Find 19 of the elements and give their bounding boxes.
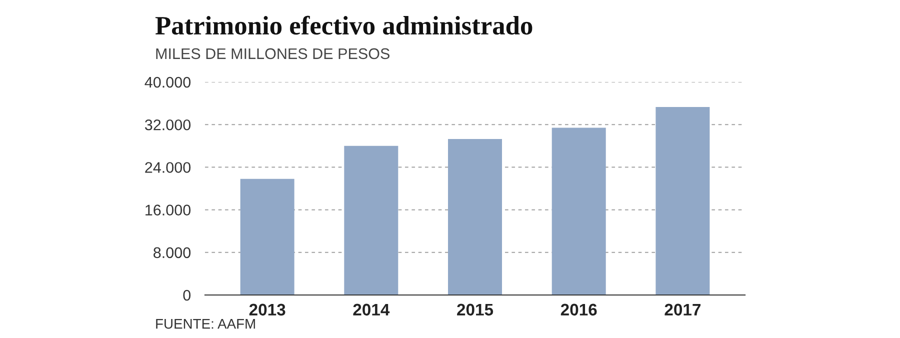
x-tick-label: 2013 — [249, 304, 286, 316]
y-tick-label: 32.000 — [144, 119, 191, 130]
y-tick-label: 8.000 — [154, 247, 191, 258]
y-tick-label: 16.000 — [146, 204, 191, 216]
y-tick-label: 40.000 — [144, 76, 191, 88]
source-note: FUENTE: AAFM — [156, 319, 255, 329]
x-tick-label: 2014 — [353, 304, 390, 316]
y-tick-label: 0 — [183, 290, 191, 301]
x-tick-label: 2016 — [560, 304, 597, 316]
bar — [656, 107, 710, 295]
x-tick-label: 2017 — [664, 304, 700, 316]
y-tick-label: 24.000 — [145, 162, 191, 173]
x-tick-label: 2015 — [457, 304, 494, 316]
chart-title: Patrimonio efectivo administrado — [155, 16, 532, 35]
bar — [240, 178, 294, 295]
chart-subtitle: MILES DE MILLONES DE PESOS — [156, 48, 390, 60]
bar — [448, 138, 502, 295]
bar — [552, 128, 606, 295]
bar — [344, 146, 398, 295]
